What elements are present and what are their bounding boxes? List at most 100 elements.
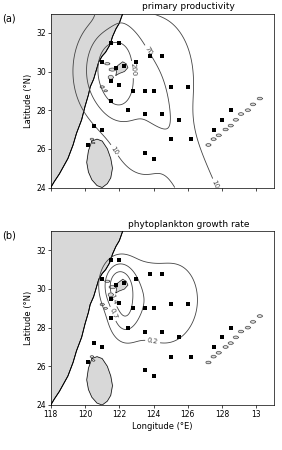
Polygon shape <box>257 97 263 100</box>
Polygon shape <box>211 356 216 358</box>
Point <box>148 53 152 60</box>
Point <box>211 126 216 133</box>
Polygon shape <box>92 360 95 361</box>
Y-axis label: Latitude (°N): Latitude (°N) <box>24 291 33 345</box>
Point <box>228 107 233 114</box>
Point <box>160 53 164 60</box>
Point <box>117 256 122 264</box>
Polygon shape <box>105 280 110 283</box>
Polygon shape <box>251 320 255 323</box>
Polygon shape <box>100 86 104 88</box>
Polygon shape <box>233 336 238 339</box>
Polygon shape <box>90 356 94 358</box>
Text: 0.2: 0.2 <box>147 338 159 346</box>
Text: 10: 10 <box>110 145 120 156</box>
Polygon shape <box>87 357 113 405</box>
Polygon shape <box>223 346 228 348</box>
Point <box>86 141 91 149</box>
Point <box>125 324 130 331</box>
Polygon shape <box>223 128 228 131</box>
Title: primary productivity: primary productivity <box>142 2 235 11</box>
Point <box>143 328 147 335</box>
Point <box>109 97 113 104</box>
Point <box>91 340 96 347</box>
Point <box>151 373 156 380</box>
Point <box>86 359 91 366</box>
Point <box>131 305 135 312</box>
Point <box>143 305 147 312</box>
Point <box>168 301 173 308</box>
Point <box>117 39 122 46</box>
Polygon shape <box>233 118 238 121</box>
Polygon shape <box>100 303 104 306</box>
Point <box>168 83 173 90</box>
Polygon shape <box>104 90 107 92</box>
Point <box>134 276 139 283</box>
Polygon shape <box>109 286 116 288</box>
Polygon shape <box>92 142 95 144</box>
Point <box>122 279 127 287</box>
Text: 1.4: 1.4 <box>109 293 118 306</box>
Point <box>122 62 127 69</box>
Point <box>211 343 216 351</box>
Text: (b): (b) <box>2 231 16 241</box>
Polygon shape <box>108 76 113 79</box>
Title: phytoplankton growth rate: phytoplankton growth rate <box>128 220 250 229</box>
Polygon shape <box>239 112 244 115</box>
Point <box>143 110 147 117</box>
Polygon shape <box>116 62 128 75</box>
Point <box>109 256 113 264</box>
Point <box>160 110 164 117</box>
Point <box>148 270 152 277</box>
Point <box>117 81 122 89</box>
Polygon shape <box>239 330 244 333</box>
Point <box>186 301 190 308</box>
Polygon shape <box>257 315 263 317</box>
X-axis label: Longitude (°E): Longitude (°E) <box>132 422 192 431</box>
Y-axis label: Latitude (°N): Latitude (°N) <box>24 73 33 128</box>
Point <box>100 276 104 283</box>
Polygon shape <box>90 138 94 140</box>
Polygon shape <box>206 144 211 146</box>
Point <box>220 116 224 123</box>
Polygon shape <box>228 342 233 344</box>
Polygon shape <box>211 138 216 140</box>
Polygon shape <box>228 124 233 127</box>
Point <box>114 282 118 289</box>
Point <box>117 299 122 306</box>
Point <box>143 87 147 94</box>
Point <box>186 83 190 90</box>
Polygon shape <box>116 279 128 293</box>
Point <box>228 324 233 331</box>
Point <box>189 135 193 143</box>
Polygon shape <box>245 326 250 329</box>
Point <box>109 39 113 46</box>
Polygon shape <box>108 293 113 297</box>
Point <box>151 305 156 312</box>
Text: (a): (a) <box>2 14 16 23</box>
Polygon shape <box>87 139 113 188</box>
Point <box>109 77 113 85</box>
Point <box>189 353 193 360</box>
Point <box>168 135 173 143</box>
Point <box>160 328 164 335</box>
Point <box>220 334 224 341</box>
Text: 0.7: 0.7 <box>108 308 118 320</box>
Point <box>143 149 147 156</box>
Polygon shape <box>251 103 255 106</box>
Text: 70: 70 <box>144 45 153 56</box>
Polygon shape <box>216 351 221 354</box>
Text: 200: 200 <box>129 63 136 76</box>
Point <box>114 64 118 71</box>
Point <box>109 295 113 302</box>
Polygon shape <box>216 134 221 137</box>
Point <box>143 367 147 374</box>
Point <box>134 58 139 65</box>
Text: 10: 10 <box>211 179 220 190</box>
Point <box>151 155 156 162</box>
Point <box>91 122 96 129</box>
Point <box>100 126 104 133</box>
Polygon shape <box>245 109 250 112</box>
Point <box>109 315 113 322</box>
Polygon shape <box>51 14 123 188</box>
